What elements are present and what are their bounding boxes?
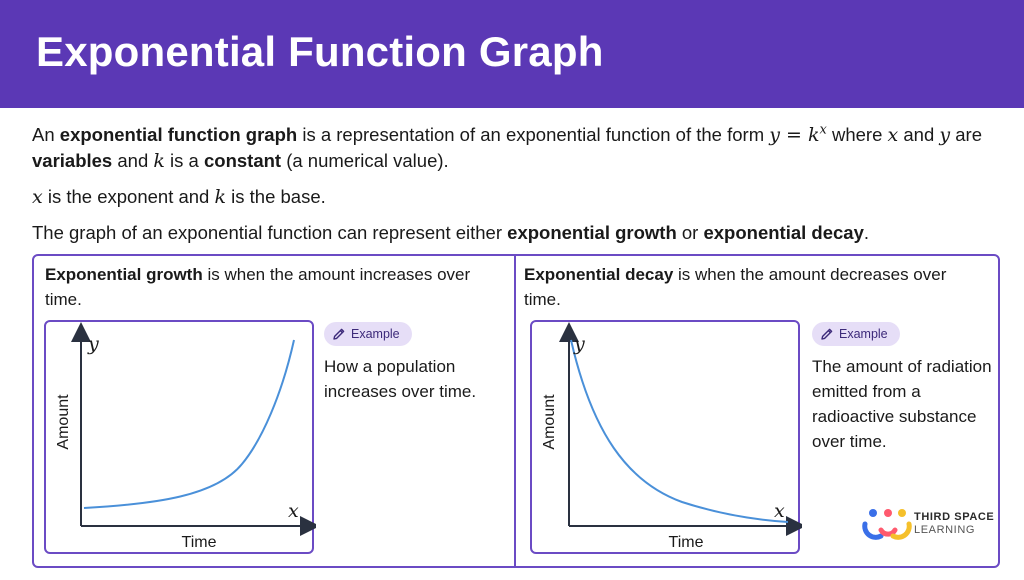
growth-y-symbol: y [87, 333, 99, 355]
intro-paragraph-2: x is the exponent and k is the base. [32, 186, 326, 208]
growth-x-symbol: x [288, 500, 299, 522]
growth-y-label: Amount [55, 394, 72, 450]
growth-example-badge: Example [324, 322, 412, 346]
intro-text: An exponential function graph is a repre… [32, 122, 1002, 256]
growth-example-text: How a population increases over time. [324, 357, 477, 401]
pencil-icon [821, 328, 833, 340]
decay-example-badge: Example [812, 322, 900, 346]
page-title: Exponential Function Graph [36, 28, 604, 75]
intro-paragraph-3: The graph of an exponential function can… [32, 222, 870, 243]
pencil-icon [333, 328, 345, 340]
growth-x-label: Time [182, 534, 217, 551]
logo-icon [862, 509, 912, 540]
comparison-panel [32, 254, 1000, 568]
decay-example-text: The amount of radiation emitted from a r… [812, 357, 992, 451]
equation: y = kx [769, 122, 827, 146]
decay-y-symbol: y [573, 333, 585, 355]
growth-description: Exponential growth is when the amount in… [45, 265, 471, 309]
intro-paragraph-1: An exponential function graph is a repre… [32, 122, 983, 172]
third-space-learning-logo: THIRD SPACE LEARNING [862, 508, 1002, 542]
growth-curve [83, 339, 295, 509]
title-banner: Exponential Function Graph [0, 0, 1024, 108]
decay-description: Exponential decay is when the amount dec… [524, 265, 947, 309]
panel-divider [514, 256, 516, 566]
decay-x-label: Time [669, 534, 704, 551]
growth-graph: y x Amount Time [44, 320, 316, 554]
decay-curve [570, 339, 789, 523]
decay-x-symbol: x [774, 500, 785, 522]
decay-y-label: Amount [541, 394, 558, 450]
decay-graph: y x Amount Time [530, 320, 802, 554]
